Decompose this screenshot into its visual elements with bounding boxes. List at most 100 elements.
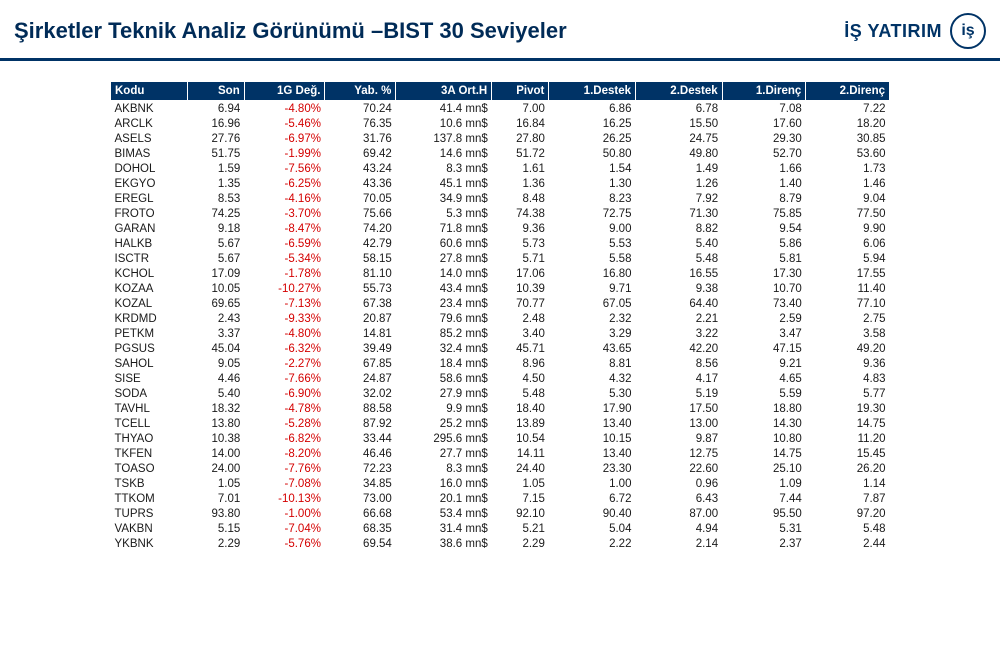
cell: 79.6 mn$ (396, 311, 492, 326)
cell: 49.80 (635, 146, 722, 161)
cell: 95.50 (722, 506, 806, 521)
cell: 3.58 (806, 326, 890, 341)
cell: 26.20 (806, 461, 890, 476)
cell: -6.82% (244, 431, 325, 446)
cell: 7.92 (635, 191, 722, 206)
cell: 6.86 (549, 101, 636, 117)
cell: 6.78 (635, 101, 722, 117)
brand-logo-icon: iş (950, 13, 986, 49)
cell: 53.4 mn$ (396, 506, 492, 521)
col-5: Pivot (492, 82, 549, 101)
table-row: ASELS27.76-6.97%31.76137.8 mn$27.8026.25… (111, 131, 890, 146)
cell: 14.0 mn$ (396, 266, 492, 281)
cell: -4.78% (244, 401, 325, 416)
col-6: 1.Destek (549, 82, 636, 101)
table-row: EKGYO1.35-6.25%43.3645.1 mn$1.361.301.26… (111, 176, 890, 191)
cell: 68.35 (325, 521, 396, 536)
cell: 17.55 (806, 266, 890, 281)
cell: 0.96 (635, 476, 722, 491)
cell: 13.40 (549, 416, 636, 431)
cell: 71.8 mn$ (396, 221, 492, 236)
cell: 15.50 (635, 116, 722, 131)
cell: 2.44 (806, 536, 890, 551)
cell: 32.02 (325, 386, 396, 401)
cell: 53.60 (806, 146, 890, 161)
cell: 51.75 (188, 146, 245, 161)
cell-code: TKFEN (111, 446, 188, 461)
cell-code: TAVHL (111, 401, 188, 416)
cell: -7.08% (244, 476, 325, 491)
cell: 5.48 (635, 251, 722, 266)
cell: 5.19 (635, 386, 722, 401)
cell: 7.22 (806, 101, 890, 117)
cell: 81.10 (325, 266, 396, 281)
cell: 1.09 (722, 476, 806, 491)
cell-code: EREGL (111, 191, 188, 206)
table-row: THYAO10.38-6.82%33.44295.6 mn$10.5410.15… (111, 431, 890, 446)
cell: 5.77 (806, 386, 890, 401)
cell: -1.99% (244, 146, 325, 161)
cell: 73.00 (325, 491, 396, 506)
table-header-row: KoduSon1G Değ.Yab. %3A Ort.HPivot1.Deste… (111, 82, 890, 101)
table-row: YKBNK2.29-5.76%69.5438.6 mn$2.292.222.14… (111, 536, 890, 551)
cell-code: ARCLK (111, 116, 188, 131)
levels-table: KoduSon1G Değ.Yab. %3A Ort.HPivot1.Deste… (110, 81, 890, 551)
table-row: SAHOL9.05-2.27%67.8518.4 mn$8.968.818.56… (111, 356, 890, 371)
cell: 1.30 (549, 176, 636, 191)
cell: 295.6 mn$ (396, 431, 492, 446)
cell: -6.59% (244, 236, 325, 251)
cell: 1.26 (635, 176, 722, 191)
cell: 5.53 (549, 236, 636, 251)
cell: 4.94 (635, 521, 722, 536)
cell: 9.90 (806, 221, 890, 236)
cell: 88.58 (325, 401, 396, 416)
cell: 20.1 mn$ (396, 491, 492, 506)
table-row: AKBNK6.94-4.80%70.2441.4 mn$7.006.866.78… (111, 101, 890, 117)
cell: 16.80 (549, 266, 636, 281)
cell: 9.18 (188, 221, 245, 236)
cell: -7.66% (244, 371, 325, 386)
table-row: ISCTR5.67-5.34%58.1527.8 mn$5.715.585.48… (111, 251, 890, 266)
cell-code: KRDMD (111, 311, 188, 326)
cell: 13.89 (492, 416, 549, 431)
cell: 42.79 (325, 236, 396, 251)
cell: -1.00% (244, 506, 325, 521)
cell: 6.94 (188, 101, 245, 117)
cell: -5.46% (244, 116, 325, 131)
cell: -8.47% (244, 221, 325, 236)
cell-code: GARAN (111, 221, 188, 236)
cell: 9.36 (806, 356, 890, 371)
cell: 55.73 (325, 281, 396, 296)
cell: 8.81 (549, 356, 636, 371)
table-row: TKFEN14.00-8.20%46.4627.7 mn$14.1113.401… (111, 446, 890, 461)
cell-code: FROTO (111, 206, 188, 221)
cell: 16.0 mn$ (396, 476, 492, 491)
cell-code: KOZAA (111, 281, 188, 296)
table-row: SISE4.46-7.66%24.8758.6 mn$4.504.324.174… (111, 371, 890, 386)
cell: 8.56 (635, 356, 722, 371)
cell: 9.04 (806, 191, 890, 206)
cell: -5.34% (244, 251, 325, 266)
cell: 73.40 (722, 296, 806, 311)
cell: 8.53 (188, 191, 245, 206)
cell: 8.3 mn$ (396, 161, 492, 176)
table-row: GARAN9.18-8.47%74.2071.8 mn$9.369.008.82… (111, 221, 890, 236)
cell: 17.50 (635, 401, 722, 416)
table-body: AKBNK6.94-4.80%70.2441.4 mn$7.006.866.78… (111, 101, 890, 552)
cell: 31.76 (325, 131, 396, 146)
cell: 11.40 (806, 281, 890, 296)
cell: 3.29 (549, 326, 636, 341)
cell: 1.05 (188, 476, 245, 491)
table-row: DOHOL1.59-7.56%43.248.3 mn$1.611.541.491… (111, 161, 890, 176)
cell: -6.90% (244, 386, 325, 401)
cell: 8.48 (492, 191, 549, 206)
cell: 93.80 (188, 506, 245, 521)
cell: 58.6 mn$ (396, 371, 492, 386)
cell: 8.82 (635, 221, 722, 236)
cell: 25.10 (722, 461, 806, 476)
col-7: 2.Destek (635, 82, 722, 101)
cell: 16.96 (188, 116, 245, 131)
cell-code: SAHOL (111, 356, 188, 371)
cell: 67.05 (549, 296, 636, 311)
cell: 90.40 (549, 506, 636, 521)
